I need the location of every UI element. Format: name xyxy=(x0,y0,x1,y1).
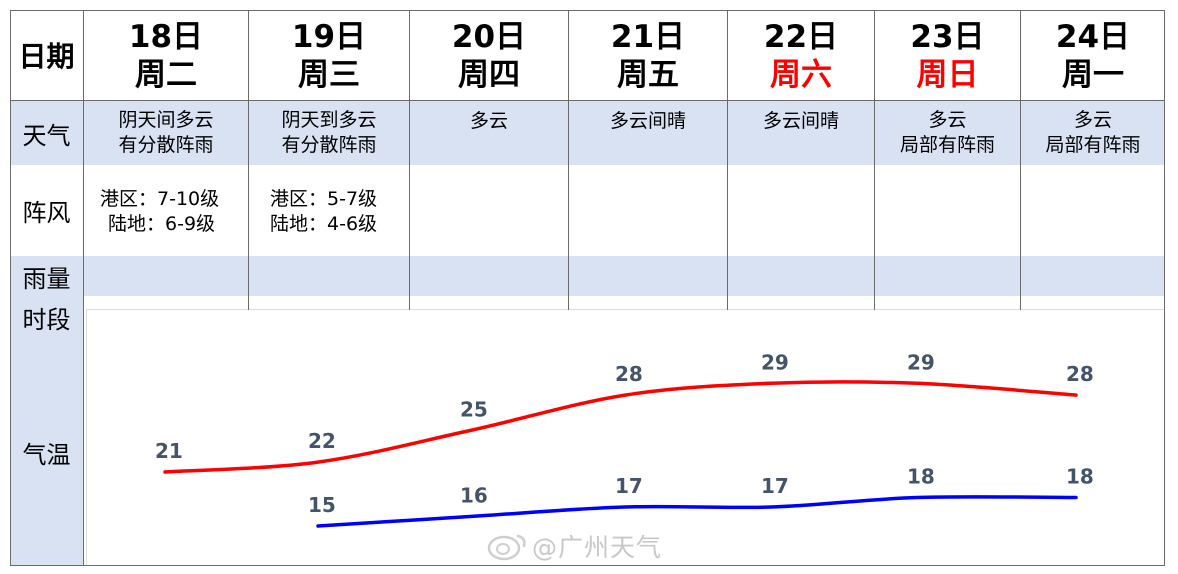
chart-panel xyxy=(86,309,1165,566)
row-label-text: 天气 xyxy=(22,121,71,150)
weather-line: 阴天间多云 xyxy=(118,109,214,131)
gust-line: 陆地：6-9级 xyxy=(108,213,216,235)
row-label-text: 气温 xyxy=(22,440,71,469)
watermark-text: @广州天气 xyxy=(532,533,663,562)
weather-cell-22: 多云间晴 xyxy=(728,103,874,163)
day-weekday: 周一 xyxy=(1062,57,1124,93)
weather-line: 局部有阵雨 xyxy=(899,134,995,156)
weather-cell-24: 多云 局部有阵雨 xyxy=(1021,103,1165,163)
row-label-text: 阵风 xyxy=(22,199,71,227)
weather-line: 多云间晴 xyxy=(609,110,686,132)
label-column-divider xyxy=(83,10,84,566)
column-divider xyxy=(727,10,728,310)
row-label-period: 时段 xyxy=(10,298,83,336)
row-label-rain: 雨量 xyxy=(10,256,83,296)
day-weekday-weekend: 周日 xyxy=(916,57,979,93)
day-date: 23日 xyxy=(910,19,985,55)
high-temp-label: 21 xyxy=(155,439,183,463)
day-header-19: 19日 周三 xyxy=(249,14,409,98)
weather-line: 局部有阵雨 xyxy=(1045,134,1141,156)
day-date: 19日 xyxy=(291,19,367,55)
day-date: 22日 xyxy=(763,19,839,55)
gust-line: 港区：5-7级 xyxy=(270,188,378,210)
weather-cell-18: 阴天间多云 有分散阵雨 xyxy=(84,103,248,163)
date-header-label: 日期 xyxy=(10,10,83,100)
weather-row-band xyxy=(10,101,1165,165)
low-temp-label: 18 xyxy=(1066,465,1094,489)
day-header-23: 23日 周日 xyxy=(875,14,1020,98)
low-temp-label: 16 xyxy=(460,484,488,508)
column-divider xyxy=(409,10,410,310)
weather-line: 多云 xyxy=(1073,109,1112,131)
day-header-18: 18日 周二 xyxy=(84,14,248,98)
high-temp-label: 22 xyxy=(308,429,336,453)
day-header-24: 24日 周一 xyxy=(1021,14,1165,98)
row-label-weather: 天气 xyxy=(10,101,83,165)
weibo-logo-icon xyxy=(487,534,526,561)
row-label-text: 时段 xyxy=(22,305,71,334)
gust-cell-19: 港区：5-7级 陆地：4-6级 xyxy=(270,186,408,238)
day-weekday-weekend: 周六 xyxy=(770,57,832,93)
day-weekday: 周二 xyxy=(135,57,197,93)
day-weekday: 周三 xyxy=(298,57,360,93)
row-label-gust: 阵风 xyxy=(10,165,83,256)
column-divider xyxy=(568,10,569,310)
day-date: 24日 xyxy=(1055,19,1131,55)
low-temp-label: 15 xyxy=(308,493,336,517)
weather-line: 多云间晴 xyxy=(762,110,839,132)
gust-line: 陆地：4-6级 xyxy=(270,213,378,235)
column-divider xyxy=(874,10,875,310)
low-temp-label: 17 xyxy=(761,474,789,498)
weather-cell-19: 阴天到多云 有分散阵雨 xyxy=(249,103,409,163)
row-label-temp: 气温 xyxy=(10,430,83,474)
day-weekday: 周五 xyxy=(617,57,679,93)
day-date: 20日 xyxy=(451,19,527,55)
weather-line: 阴天到多云 xyxy=(281,109,377,131)
row-label-text: 雨量 xyxy=(22,264,71,293)
high-temp-label: 29 xyxy=(907,350,935,374)
column-divider xyxy=(1020,10,1021,310)
weather-line: 有分散阵雨 xyxy=(118,134,214,156)
high-temp-label: 28 xyxy=(615,362,643,386)
day-date: 18日 xyxy=(128,19,204,55)
day-date: 21日 xyxy=(610,19,686,55)
weather-cell-23: 多云 局部有阵雨 xyxy=(875,103,1020,163)
rain-row-band xyxy=(10,256,1165,296)
low-temp-label: 17 xyxy=(615,474,643,498)
day-header-21: 21日 周五 xyxy=(569,14,727,98)
header-divider xyxy=(10,100,1165,101)
weather-cell-20: 多云 xyxy=(410,103,568,163)
forecast-table-frame xyxy=(10,10,1165,566)
gust-line: 港区：7-10级 xyxy=(100,188,220,210)
day-weekday: 周四 xyxy=(458,57,520,93)
weather-cell-21: 多云间晴 xyxy=(569,103,727,163)
gust-cell-18: 港区：7-10级 陆地：6-9级 xyxy=(100,186,248,238)
high-temp-label: 29 xyxy=(761,350,789,374)
day-header-20: 20日 周四 xyxy=(410,14,568,98)
date-header-text: 日期 xyxy=(18,40,75,73)
high-temp-line xyxy=(163,380,1078,474)
label-column-band xyxy=(10,296,83,566)
weather-line: 多云 xyxy=(469,110,508,132)
low-temp-line xyxy=(316,495,1078,528)
high-temp-label: 28 xyxy=(1066,362,1094,386)
column-divider xyxy=(248,10,249,310)
low-temp-label: 18 xyxy=(907,465,935,489)
high-temp-label: 25 xyxy=(460,398,488,422)
weather-line: 多云 xyxy=(928,109,967,131)
weather-line: 有分散阵雨 xyxy=(281,134,377,156)
day-header-22: 22日 周六 xyxy=(728,14,874,98)
